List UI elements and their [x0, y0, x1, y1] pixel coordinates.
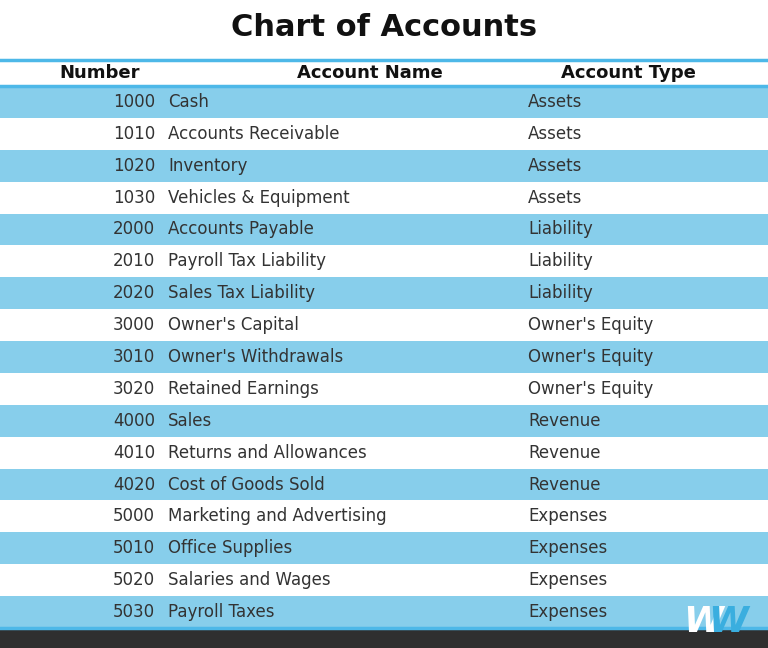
Text: 3020: 3020: [113, 380, 155, 398]
Text: Revenue: Revenue: [528, 411, 601, 430]
Text: Assets: Assets: [528, 189, 582, 207]
Text: Inventory: Inventory: [168, 157, 247, 175]
Text: Returns and Allowances: Returns and Allowances: [168, 444, 367, 461]
Text: Liability: Liability: [528, 220, 593, 238]
Text: W: W: [683, 605, 723, 639]
Text: Owner's Equity: Owner's Equity: [528, 348, 654, 366]
Bar: [0, 373, 768, 405]
Text: Sales: Sales: [168, 411, 212, 430]
Bar: [0, 533, 768, 564]
Bar: [0, 564, 768, 596]
Text: 4000: 4000: [113, 411, 155, 430]
Text: Payroll Tax Liability: Payroll Tax Liability: [168, 252, 326, 270]
Bar: [0, 86, 768, 118]
Text: 1020: 1020: [113, 157, 155, 175]
Text: Office Supplies: Office Supplies: [168, 539, 293, 557]
Text: 5020: 5020: [113, 571, 155, 589]
Text: 4020: 4020: [113, 476, 155, 494]
Text: 3000: 3000: [113, 316, 155, 334]
Bar: [0, 500, 768, 533]
Text: Expenses: Expenses: [528, 539, 607, 557]
Text: 2010: 2010: [113, 252, 155, 270]
Bar: [0, 214, 768, 246]
Text: 2020: 2020: [113, 284, 155, 302]
Text: Marketing and Advertising: Marketing and Advertising: [168, 507, 386, 526]
Bar: [0, 118, 768, 150]
Text: Vehicles & Equipment: Vehicles & Equipment: [168, 189, 349, 207]
Text: Retained Earnings: Retained Earnings: [168, 380, 319, 398]
Bar: [0, 309, 768, 341]
Text: Cash: Cash: [168, 93, 209, 111]
Text: 1000: 1000: [113, 93, 155, 111]
Text: W: W: [708, 605, 748, 639]
Bar: [0, 437, 768, 469]
Bar: [0, 181, 768, 214]
Text: Revenue: Revenue: [528, 444, 601, 461]
Text: Revenue: Revenue: [528, 476, 601, 494]
Bar: [0, 405, 768, 437]
Text: Assets: Assets: [528, 157, 582, 175]
Text: Payroll Taxes: Payroll Taxes: [168, 603, 274, 621]
Text: Owner's Withdrawals: Owner's Withdrawals: [168, 348, 343, 366]
Bar: [0, 469, 768, 500]
Bar: [0, 596, 768, 628]
Text: Owner's Equity: Owner's Equity: [528, 316, 654, 334]
Text: 1030: 1030: [113, 189, 155, 207]
Text: 5010: 5010: [113, 539, 155, 557]
Text: Expenses: Expenses: [528, 507, 607, 526]
Bar: [0, 246, 768, 277]
Text: Owner's Capital: Owner's Capital: [168, 316, 299, 334]
Text: Chart of Accounts: Chart of Accounts: [231, 14, 537, 43]
Text: Number: Number: [60, 64, 141, 82]
Bar: [0, 150, 768, 181]
Text: Cost of Goods Sold: Cost of Goods Sold: [168, 476, 325, 494]
Text: Assets: Assets: [528, 93, 582, 111]
Text: Accounts Payable: Accounts Payable: [168, 220, 314, 238]
Text: 5030: 5030: [113, 603, 155, 621]
Text: Account Type: Account Type: [561, 64, 696, 82]
Text: 4010: 4010: [113, 444, 155, 461]
Text: 1010: 1010: [113, 125, 155, 143]
Text: Liability: Liability: [528, 252, 593, 270]
Text: Account Name: Account Name: [297, 64, 443, 82]
Text: Owner's Equity: Owner's Equity: [528, 380, 654, 398]
Text: 5000: 5000: [113, 507, 155, 526]
Text: Expenses: Expenses: [528, 603, 607, 621]
Bar: [0, 277, 768, 309]
Text: Assets: Assets: [528, 125, 582, 143]
Text: 3010: 3010: [113, 348, 155, 366]
Text: 2000: 2000: [113, 220, 155, 238]
Text: Accounts Receivable: Accounts Receivable: [168, 125, 339, 143]
Bar: [0, 596, 768, 648]
Text: Salaries and Wages: Salaries and Wages: [168, 571, 331, 589]
Bar: [0, 341, 768, 373]
Text: Liability: Liability: [528, 284, 593, 302]
Text: Expenses: Expenses: [528, 571, 607, 589]
Text: Sales Tax Liability: Sales Tax Liability: [168, 284, 315, 302]
